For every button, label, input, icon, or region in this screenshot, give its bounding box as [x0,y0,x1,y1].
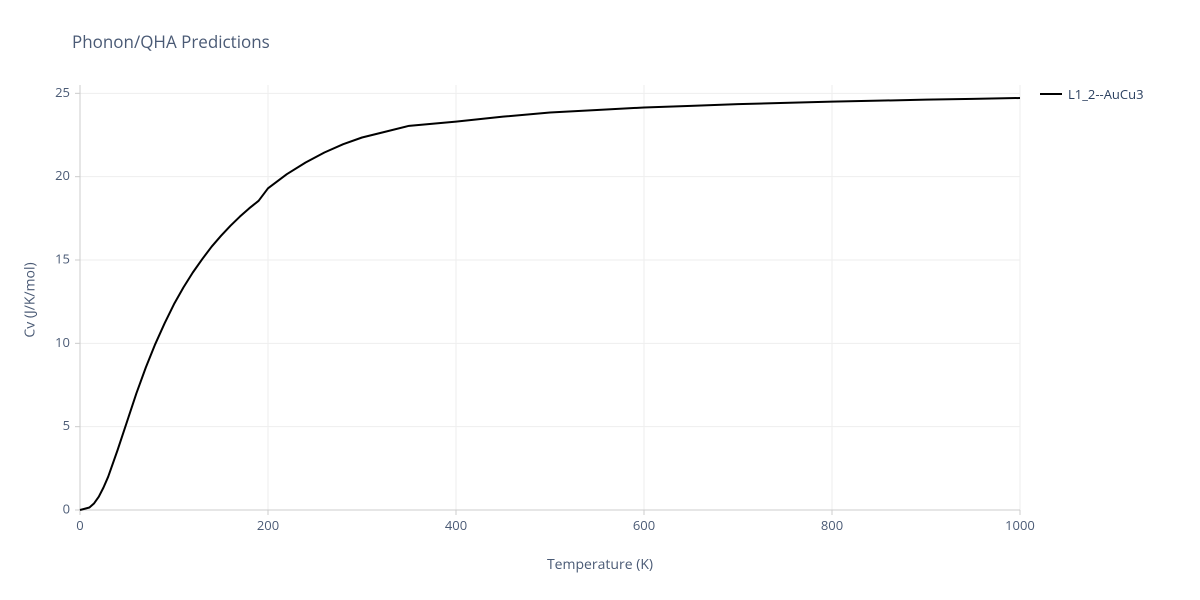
svg-text:600: 600 [633,516,655,534]
svg-text:15: 15 [55,249,70,267]
chart-container: Phonon/QHA Predictions Cv (J/K/mol) Temp… [0,0,1200,600]
chart-plot: 0 200 400 600 800 1000 0 5 10 15 20 25 [0,0,1200,600]
legend: L1_2--AuCu3 [1040,85,1144,103]
axes [75,85,1020,515]
tick-labels: 0 200 400 600 800 1000 0 5 10 15 20 25 [55,83,1035,534]
series-line [80,98,1020,510]
legend-swatch [1040,93,1062,95]
svg-text:20: 20 [55,166,70,184]
svg-text:5: 5 [63,416,70,434]
svg-text:1000: 1000 [1005,516,1035,534]
legend-label: L1_2--AuCu3 [1068,85,1144,103]
svg-text:0: 0 [63,499,70,517]
svg-text:10: 10 [55,333,70,351]
svg-text:400: 400 [445,516,467,534]
gridlines [80,85,1020,510]
svg-text:200: 200 [257,516,279,534]
svg-text:0: 0 [76,516,83,534]
svg-text:800: 800 [821,516,843,534]
data-series [80,98,1020,510]
svg-text:25: 25 [55,83,70,101]
